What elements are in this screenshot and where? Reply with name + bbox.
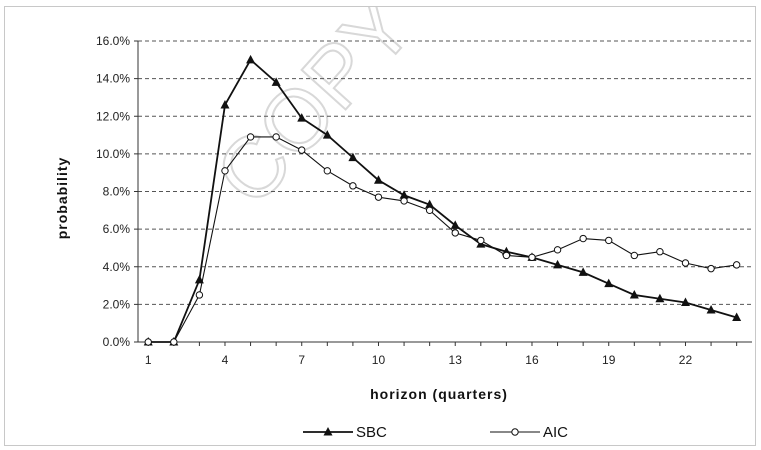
data-point-sbc xyxy=(373,175,383,184)
y-tick-label: 16.0% xyxy=(96,34,130,48)
data-point-aic xyxy=(272,133,280,141)
y-tick-label: 12.0% xyxy=(96,109,130,123)
y-tick-labels: 0.0% 2.0% 4.0% 6.0% 8.0% 10.0% 12.0% 14.0% 16.0% xyxy=(96,34,130,349)
axes xyxy=(134,40,752,346)
x-tick-label: 4 xyxy=(222,353,229,367)
y-tick-label: 4.0% xyxy=(103,260,131,274)
data-point-aic xyxy=(400,197,408,205)
data-point-aic xyxy=(579,234,587,243)
legend-item-sbc: SBC xyxy=(303,424,387,441)
data-point-aic xyxy=(349,182,357,190)
data-point-aic xyxy=(502,251,511,260)
data-point-sbc xyxy=(399,190,409,199)
data-point-aic xyxy=(323,167,332,175)
data-point-aic xyxy=(246,133,255,141)
y-tick-label: 6.0% xyxy=(103,222,131,236)
x-tick-labels: 1 4 7 10 13 16 19 22 xyxy=(145,353,693,367)
data-point-aic xyxy=(221,167,229,175)
data-point-aic xyxy=(425,206,434,215)
x-tick-label: 22 xyxy=(679,353,693,367)
data-point-sbc xyxy=(629,289,639,299)
gridlines xyxy=(138,40,752,305)
data-point-sbc xyxy=(246,54,256,64)
data-point-sbc xyxy=(706,305,716,314)
x-tick-label: 16 xyxy=(525,353,539,367)
legend-item-aic: AIC xyxy=(490,424,568,441)
x-tick-label: 10 xyxy=(372,353,386,367)
y-axis-title: probability xyxy=(54,157,70,240)
legend-label: SBC xyxy=(356,424,387,441)
data-point-sbc xyxy=(425,199,435,209)
data-point-aic xyxy=(374,193,383,201)
legend: SBC AIC xyxy=(303,424,568,441)
data-point-sbc xyxy=(680,297,690,306)
data-point-sbc xyxy=(297,113,307,122)
data-point-sbc xyxy=(604,278,614,288)
data-point-sbc xyxy=(271,77,281,86)
y-tick-label: 10.0% xyxy=(96,147,130,161)
data-point-aic xyxy=(630,251,639,260)
x-tick-label: 19 xyxy=(602,353,616,367)
data-point-sbc xyxy=(578,267,588,276)
y-tick-label: 8.0% xyxy=(103,185,131,199)
x-axis-title: horizon (quarters) xyxy=(370,386,508,402)
series-line-sbc xyxy=(148,58,737,343)
data-point-aic xyxy=(732,261,741,269)
data-point-aic xyxy=(144,338,152,346)
data-point-sbc xyxy=(450,220,460,229)
x-tick-label: 7 xyxy=(298,353,305,367)
data-point-sbc xyxy=(194,274,204,284)
series-group xyxy=(143,54,742,346)
chart-frame: COPY 0.0% 2.0% 4.0% 6.0% 8.0% 10.0% 12.0% 14.0%… xyxy=(4,6,756,446)
data-point-aic xyxy=(707,264,715,273)
data-point-aic xyxy=(170,338,178,346)
series-line-aic xyxy=(148,136,737,343)
y-tick-label: 2.0% xyxy=(103,297,131,311)
data-point-aic xyxy=(195,291,204,299)
legend-label: AIC xyxy=(543,424,568,441)
data-point-sbc xyxy=(732,312,742,322)
x-tick-label: 1 xyxy=(145,353,152,367)
data-point-sbc xyxy=(322,130,332,139)
data-point-sbc xyxy=(553,259,563,269)
series-aic xyxy=(144,133,741,346)
line-chart: COPY 0.0%2.0%4.0%6.0%8.0%10.0%12.0%14.0%… xyxy=(54,7,752,441)
data-point-aic xyxy=(451,229,459,237)
data-point-aic xyxy=(528,253,536,262)
x-tick-label: 13 xyxy=(449,353,463,367)
data-point-sbc xyxy=(655,293,665,303)
y-tick-label: 0.0% xyxy=(103,335,131,349)
data-point-aic xyxy=(656,248,664,256)
data-point-aic xyxy=(477,236,485,245)
series-sbc xyxy=(143,54,742,346)
legend-marker xyxy=(511,428,519,436)
data-point-aic xyxy=(298,146,306,154)
data-point-sbc xyxy=(220,99,230,109)
legend-marker xyxy=(323,427,333,436)
data-point-aic xyxy=(681,259,690,267)
data-point-aic xyxy=(553,246,562,254)
data-point-sbc xyxy=(348,152,358,162)
y-tick-label: 14.0% xyxy=(96,72,130,86)
data-point-aic xyxy=(605,236,613,245)
